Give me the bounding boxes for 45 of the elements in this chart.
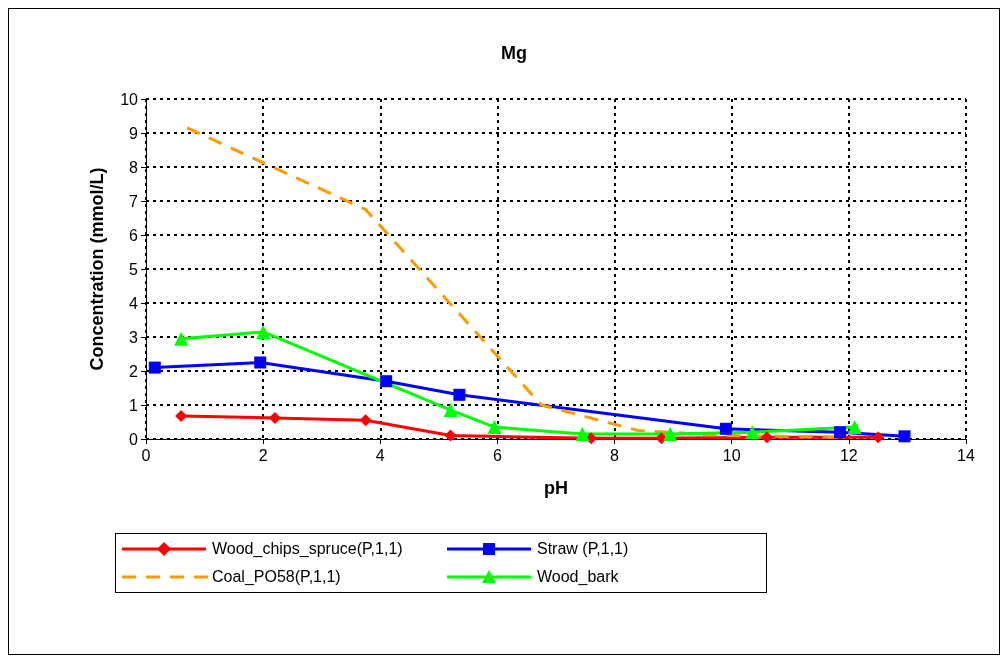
point	[663, 426, 678, 441]
chart-title: Mg	[501, 43, 527, 63]
point	[575, 426, 590, 441]
y-tick-label: 10	[120, 90, 139, 108]
point	[898, 430, 911, 443]
x-tick-label: 6	[492, 446, 502, 464]
point	[443, 403, 458, 418]
point	[148, 361, 161, 374]
y-tick-label: 9	[129, 124, 139, 142]
y-tick-label: 5	[129, 260, 139, 278]
y-tick-label: 6	[129, 226, 139, 244]
x-axis-title: pH	[544, 478, 568, 498]
point	[847, 420, 862, 435]
point	[359, 414, 372, 427]
legend-label: Wood_chips_spruce(P,1,1)	[212, 540, 403, 558]
legend-label: Straw (P,1,1)	[537, 540, 629, 558]
legend-label: Coal_PO58(P,1,1)	[212, 568, 341, 586]
point	[719, 422, 732, 435]
y-tick-label: 1	[129, 396, 139, 414]
point	[256, 324, 271, 339]
x-tick-label: 2	[258, 446, 268, 464]
x-tick-label: 4	[375, 446, 385, 464]
point	[453, 388, 466, 401]
point	[380, 375, 393, 388]
y-tick-label: 4	[129, 294, 139, 312]
point	[760, 431, 773, 444]
y-tick-label: 3	[129, 328, 139, 346]
x-tick-label: 14	[957, 446, 975, 464]
point	[487, 420, 502, 435]
y-axis-title: Concentration (mmol/L)	[87, 167, 107, 371]
x-tick-label: 12	[839, 446, 858, 464]
y-tick-label: 2	[129, 362, 139, 380]
y-tick-label: 0	[129, 430, 139, 448]
point	[444, 429, 457, 442]
point	[834, 426, 847, 439]
x-tick-label: 0	[141, 446, 151, 464]
point	[254, 356, 267, 369]
point	[745, 425, 760, 440]
y-tick-label: 7	[129, 192, 139, 210]
x-tick-label: 10	[722, 446, 741, 464]
legend-label: Wood_bark	[537, 568, 619, 586]
point	[174, 331, 189, 346]
x-tick-label: 8	[610, 446, 620, 464]
point	[872, 431, 885, 444]
y-tick-label: 8	[129, 158, 139, 176]
